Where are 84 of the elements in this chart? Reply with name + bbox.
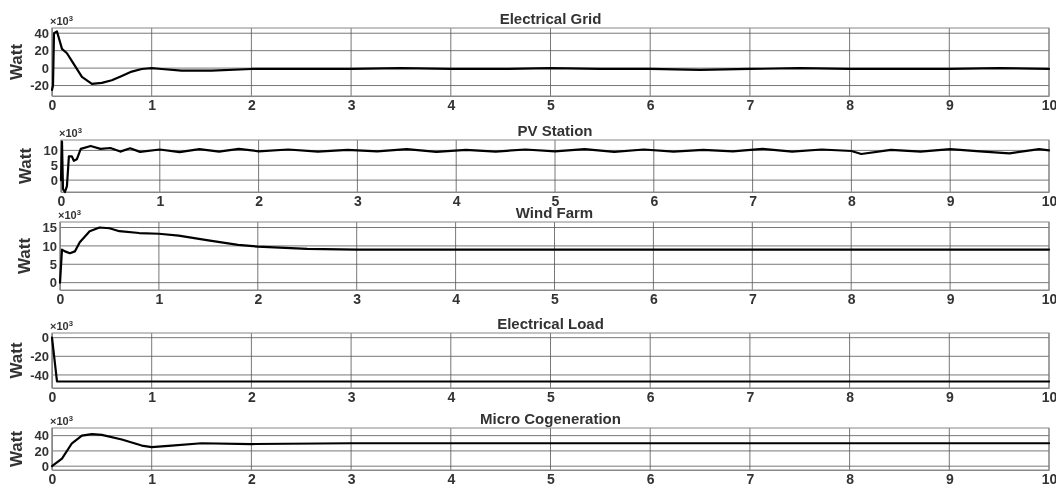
y-tick-label: 40 — [34, 25, 49, 41]
y-tick-label: 5 — [50, 157, 58, 173]
y-axis-title: Watt — [7, 43, 26, 81]
y-axis-title: Watt — [15, 237, 34, 275]
x-tick-label: 9 — [946, 192, 955, 209]
x-tick-label: 1 — [148, 388, 157, 405]
x-tick-label: 9 — [945, 388, 954, 405]
x-tick-label: 10 — [1041, 96, 1056, 113]
x-tick-label: 4 — [447, 388, 456, 405]
x-tick-label: 1 — [148, 96, 157, 113]
y-tick-label: 0 — [41, 330, 49, 346]
x-tick-label: 5 — [551, 290, 560, 307]
x-tick-label: 1 — [148, 470, 157, 487]
x-tick-label: 7 — [746, 388, 755, 405]
x-tick-label: 9 — [946, 290, 955, 307]
x-tick-label: 3 — [347, 470, 356, 487]
y-tick-label: 0 — [50, 172, 58, 188]
x-tick-label: 7 — [746, 96, 755, 113]
y-tick-label: 5 — [49, 256, 57, 272]
x-tick-label: 6 — [646, 470, 655, 487]
x-tick-label: 2 — [255, 192, 264, 209]
x-tick-label: 8 — [846, 388, 855, 405]
x-tick-label: 3 — [347, 96, 356, 113]
text: ×10$^{3}$ — [50, 13, 73, 27]
x-tick-label: 8 — [846, 470, 855, 487]
y-tick-label: 10 — [42, 238, 57, 254]
y-tick-label: 0 — [41, 458, 49, 474]
text: ×10$^{3}$ — [50, 413, 73, 427]
y-tick-label: 0 — [49, 275, 57, 291]
x-tick-label: 10 — [1041, 388, 1056, 405]
x-tick-label: 3 — [353, 290, 362, 307]
x-tick-label: 8 — [847, 290, 856, 307]
line-series — [59, 140, 1051, 194]
chart-title: Micro Cogeneration — [480, 410, 621, 427]
x-tick-label: 10 — [1041, 192, 1056, 209]
y-tick-label: 0 — [41, 60, 49, 76]
x-tick-label: 7 — [749, 192, 758, 209]
chart-title: Electrical Grid — [499, 10, 602, 27]
x-tick-label: 4 — [447, 96, 456, 113]
x-tick-label: 5 — [547, 388, 556, 405]
x-tick-label: 5 — [547, 96, 556, 113]
text: ×10$^{3}$ — [58, 207, 81, 221]
x-tick-label: 10 — [1041, 290, 1056, 307]
x-tick-label: 5 — [551, 192, 560, 209]
y-tick-label: 20 — [34, 443, 49, 459]
x-tick-label: 3 — [354, 192, 362, 209]
y-axis-title: Watt — [7, 430, 26, 468]
x-tick-label: 6 — [646, 388, 655, 405]
text: ×10$^{3}$ — [59, 125, 82, 139]
x-tick-label: 4 — [452, 290, 461, 307]
x-tick-label: 4 — [447, 470, 456, 487]
x-tick-label: 3 — [347, 388, 356, 405]
y-tick-label: 10 — [43, 143, 58, 159]
line-series — [58, 226, 1051, 284]
chart-title: Electrical Load — [497, 315, 604, 332]
y-tick-label: 20 — [34, 43, 49, 59]
y-tick-label: -20 — [30, 348, 49, 364]
y-tick-label: -20 — [30, 78, 49, 94]
x-tick-label: 2 — [254, 290, 263, 307]
x-tick-label: 2 — [248, 96, 256, 113]
line-series — [50, 30, 1051, 91]
x-tick-label: 6 — [650, 192, 659, 209]
x-tick-label: 8 — [846, 96, 855, 113]
x-tick-label: 1 — [155, 290, 164, 307]
x-tick-label: 5 — [547, 470, 556, 487]
chart-title: PV Station — [517, 122, 593, 139]
y-axis-title: Watt — [7, 342, 26, 379]
x-tick-label: 9 — [945, 96, 954, 113]
x-tick-label: 1 — [156, 192, 165, 209]
x-tick-label: 6 — [646, 96, 655, 113]
x-tick-label: 4 — [452, 192, 461, 209]
x-tick-label: 6 — [650, 290, 658, 307]
x-tick-label: 10 — [1041, 470, 1056, 487]
y-axis-title: Watt — [16, 147, 35, 185]
y-tick-label: 40 — [34, 428, 49, 444]
x-tick-label: 2 — [248, 470, 256, 487]
x-tick-label: 7 — [746, 470, 755, 487]
x-tick-label: 2 — [248, 388, 256, 405]
x-tick-label: 7 — [748, 290, 757, 307]
y-tick-label: 15 — [42, 220, 57, 236]
x-tick-label: 9 — [945, 470, 954, 487]
text: ×10$^{3}$ — [50, 318, 73, 332]
x-tick-label: 8 — [848, 192, 856, 209]
y-tick-label: -40 — [30, 367, 49, 383]
